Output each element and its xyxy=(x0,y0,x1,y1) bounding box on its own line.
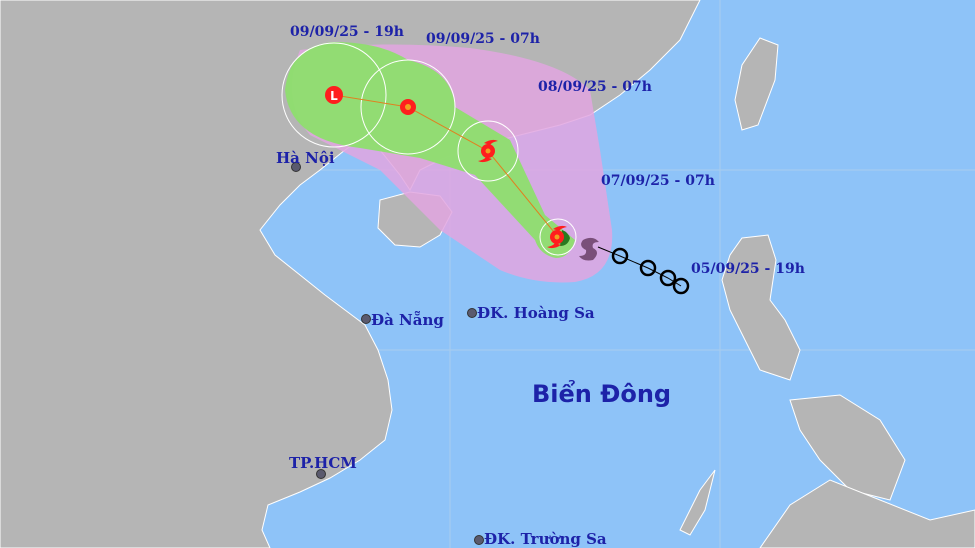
typhoon-icon xyxy=(478,139,498,163)
low-pressure-icon xyxy=(325,86,343,104)
palawan xyxy=(679,469,716,536)
sea-name-label: Biển Đông xyxy=(532,380,672,408)
forecast-time-label: 09/09/25 - 07h xyxy=(426,31,540,47)
forecast-time-label: 09/09/25 - 19h xyxy=(290,24,404,40)
past-storm-icon xyxy=(579,237,599,261)
philippines-south xyxy=(789,394,906,501)
city-marker xyxy=(467,308,477,318)
forecast-time-label: 07/09/25 - 07h xyxy=(601,173,715,189)
place-label: Đà Nẵng xyxy=(371,311,444,329)
forecast-cone xyxy=(281,42,613,283)
past-track-start-label: 05/09/25 - 19h xyxy=(691,261,805,277)
city-marker xyxy=(316,469,326,479)
forecast-track-line xyxy=(333,94,559,238)
svg-text:L: L xyxy=(330,89,338,103)
place-label: Hà Nội xyxy=(276,149,335,167)
forecast-time-label: 08/09/25 - 07h xyxy=(538,79,652,95)
city-marker xyxy=(474,535,484,545)
typhoon-icon xyxy=(547,225,567,249)
place-label: TP.HCM xyxy=(289,454,357,472)
borneo xyxy=(759,479,975,548)
city-marker xyxy=(291,162,301,172)
taiwan-island xyxy=(734,37,779,131)
past-track xyxy=(579,237,690,295)
place-label: ĐK. Trường Sa xyxy=(484,530,607,548)
storm-markers: L xyxy=(325,86,570,249)
luzon-island xyxy=(721,234,801,381)
place-label: ĐK. Hoàng Sa xyxy=(477,304,595,322)
city-marker xyxy=(361,314,371,324)
cone-inner xyxy=(285,42,575,258)
